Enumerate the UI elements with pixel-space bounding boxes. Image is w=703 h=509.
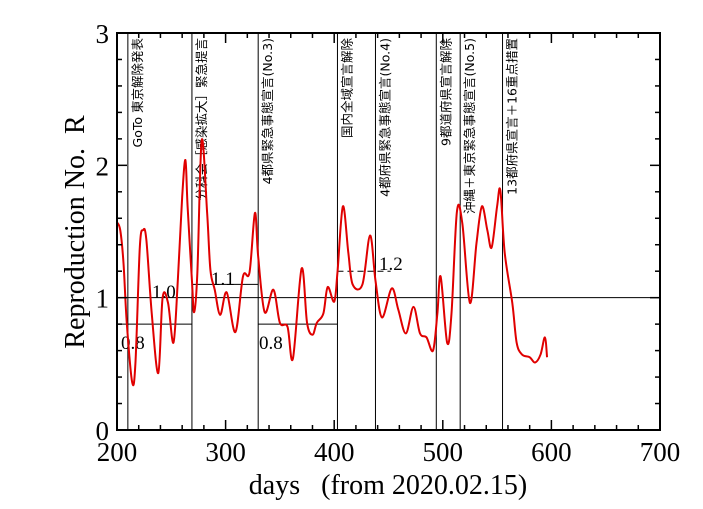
event-label: 沖縄＋東京緊急事態宣言(No.5) — [462, 38, 477, 214]
y-tick-label: 1 — [96, 284, 110, 314]
series-line-r — [116, 138, 549, 387]
event-label: GoTo 東京解除発表 — [130, 38, 145, 148]
reference-label: 1.1 — [211, 269, 235, 290]
x-tick-label: 600 — [531, 437, 572, 467]
y-tick-label: 3 — [96, 19, 110, 49]
x-tick-label: 700 — [640, 437, 681, 467]
y-tick-label: 2 — [96, 151, 110, 181]
event-label: 4都府県緊急事態宣言(No.4) — [377, 38, 392, 197]
x-tick-label: 500 — [423, 437, 464, 467]
x-tick-label: 300 — [205, 437, 246, 467]
reference-label: 0.8 — [121, 333, 145, 354]
event-label: 4都県緊急事態宣言(No.3) — [260, 38, 275, 184]
event-label: 分科会［感染拡大］緊急提言 — [194, 38, 209, 201]
event-label: 国内全域宣言解除 — [339, 38, 354, 139]
y-axis-title: Reproduction No. R — [60, 115, 91, 349]
event-label: 9都道府県宣言解除 — [438, 38, 453, 146]
x-tick-label: 400 — [314, 437, 355, 467]
x-axis-title: days (from 2020.02.15) — [249, 470, 527, 501]
plot-frame — [116, 32, 661, 431]
reference-label: 1.2 — [379, 254, 403, 275]
y-tick-label: 0 — [96, 416, 110, 446]
x-tick-label: 200 — [97, 437, 138, 467]
reference-label: 0.8 — [259, 333, 283, 354]
event-label: 13都府県宣言＋16重点措置 — [505, 38, 520, 195]
